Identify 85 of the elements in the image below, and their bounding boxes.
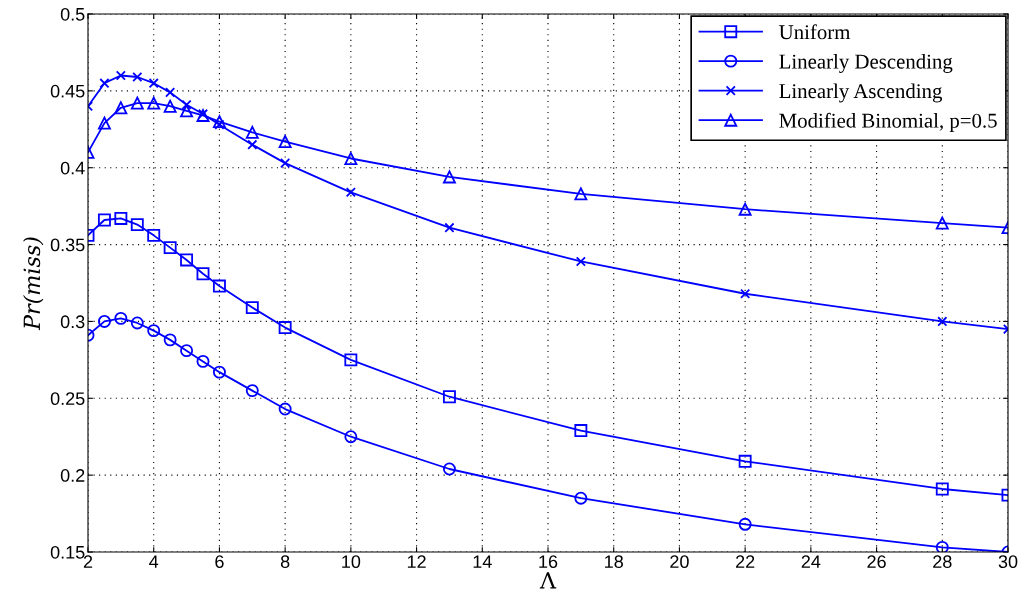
- point: [935, 482, 949, 496]
- point: [212, 279, 226, 293]
- x-tick-label: 12: [407, 555, 426, 568]
- x-tick-label: 24: [801, 555, 821, 568]
- point: [574, 491, 588, 505]
- point: [280, 158, 291, 169]
- point: [130, 96, 144, 110]
- x-tick-label: 26: [867, 555, 886, 569]
- point: [130, 316, 144, 330]
- point: [345, 187, 356, 198]
- point: [165, 87, 176, 98]
- point: [115, 70, 126, 81]
- point: [278, 135, 292, 149]
- point: [245, 125, 259, 139]
- x-tick-label: 4: [149, 555, 159, 568]
- point: [114, 101, 128, 115]
- x-tick-label: 10: [342, 555, 361, 569]
- y-tick-label: 0.4: [60, 161, 85, 175]
- point: [99, 78, 110, 89]
- y-tick-label: 0.25: [50, 392, 85, 406]
- x-tick-label: 18: [605, 555, 623, 569]
- point: [574, 187, 588, 201]
- point: [738, 517, 752, 531]
- point: [180, 344, 194, 358]
- legend-label: Linearly Ascending: [779, 83, 942, 103]
- point: [575, 256, 586, 267]
- x-tick-label: 2: [83, 555, 93, 568]
- legend-label: Modified Binomial, p=0.5: [779, 112, 997, 132]
- point: [147, 324, 161, 338]
- point: [574, 424, 588, 438]
- x-tick-label: 8: [280, 555, 290, 569]
- y-tick-label: 0.2: [60, 469, 85, 482]
- point: [245, 384, 259, 398]
- point: [180, 253, 194, 267]
- point: [97, 116, 111, 130]
- point: [97, 314, 111, 328]
- point: [344, 152, 358, 165]
- x-tick-label: 30: [998, 555, 1018, 569]
- x-tick-label: 22: [736, 555, 755, 568]
- legend-label: Linearly Descending: [779, 53, 953, 73]
- x-tick-label: 16: [539, 555, 558, 569]
- point: [738, 454, 752, 468]
- y-tick-label: 0.35: [50, 238, 85, 252]
- point: [114, 211, 128, 225]
- point: [148, 78, 159, 89]
- point: [442, 462, 456, 476]
- y-axis-title: Pr(miss): [23, 237, 44, 331]
- point: [344, 353, 358, 367]
- point: [444, 222, 455, 233]
- point: [937, 316, 948, 327]
- point: [163, 99, 177, 113]
- x-tick-label: 28: [933, 555, 952, 569]
- point: [181, 99, 192, 110]
- point: [247, 139, 258, 150]
- y-tick-label: 0.5: [60, 7, 85, 21]
- point: [114, 311, 128, 325]
- point: [180, 104, 194, 118]
- point: [278, 321, 292, 335]
- point: [163, 333, 177, 347]
- point: [442, 170, 456, 184]
- point: [147, 228, 161, 242]
- point: [196, 354, 210, 368]
- point: [278, 402, 292, 416]
- y-tick-label: 0.3: [60, 315, 85, 329]
- x-axis-title: Λ: [539, 572, 557, 589]
- point: [740, 288, 751, 299]
- point: [214, 119, 225, 130]
- x-tick-label: 6: [215, 555, 224, 569]
- point: [245, 301, 259, 315]
- y-tick-label: 0.45: [50, 84, 85, 98]
- point: [163, 241, 177, 255]
- point: [97, 213, 111, 227]
- point: [196, 267, 210, 281]
- point: [935, 216, 949, 230]
- legend-label: Uniform: [779, 24, 851, 40]
- x-tick-label: 20: [670, 555, 689, 569]
- point: [738, 202, 752, 216]
- point: [130, 218, 144, 232]
- point: [212, 365, 226, 379]
- point: [147, 96, 161, 110]
- x-tick-label: 14: [473, 555, 492, 568]
- y-tick-label: 0.15: [50, 545, 85, 559]
- point: [442, 390, 456, 404]
- point: [344, 430, 358, 444]
- point: [132, 71, 143, 83]
